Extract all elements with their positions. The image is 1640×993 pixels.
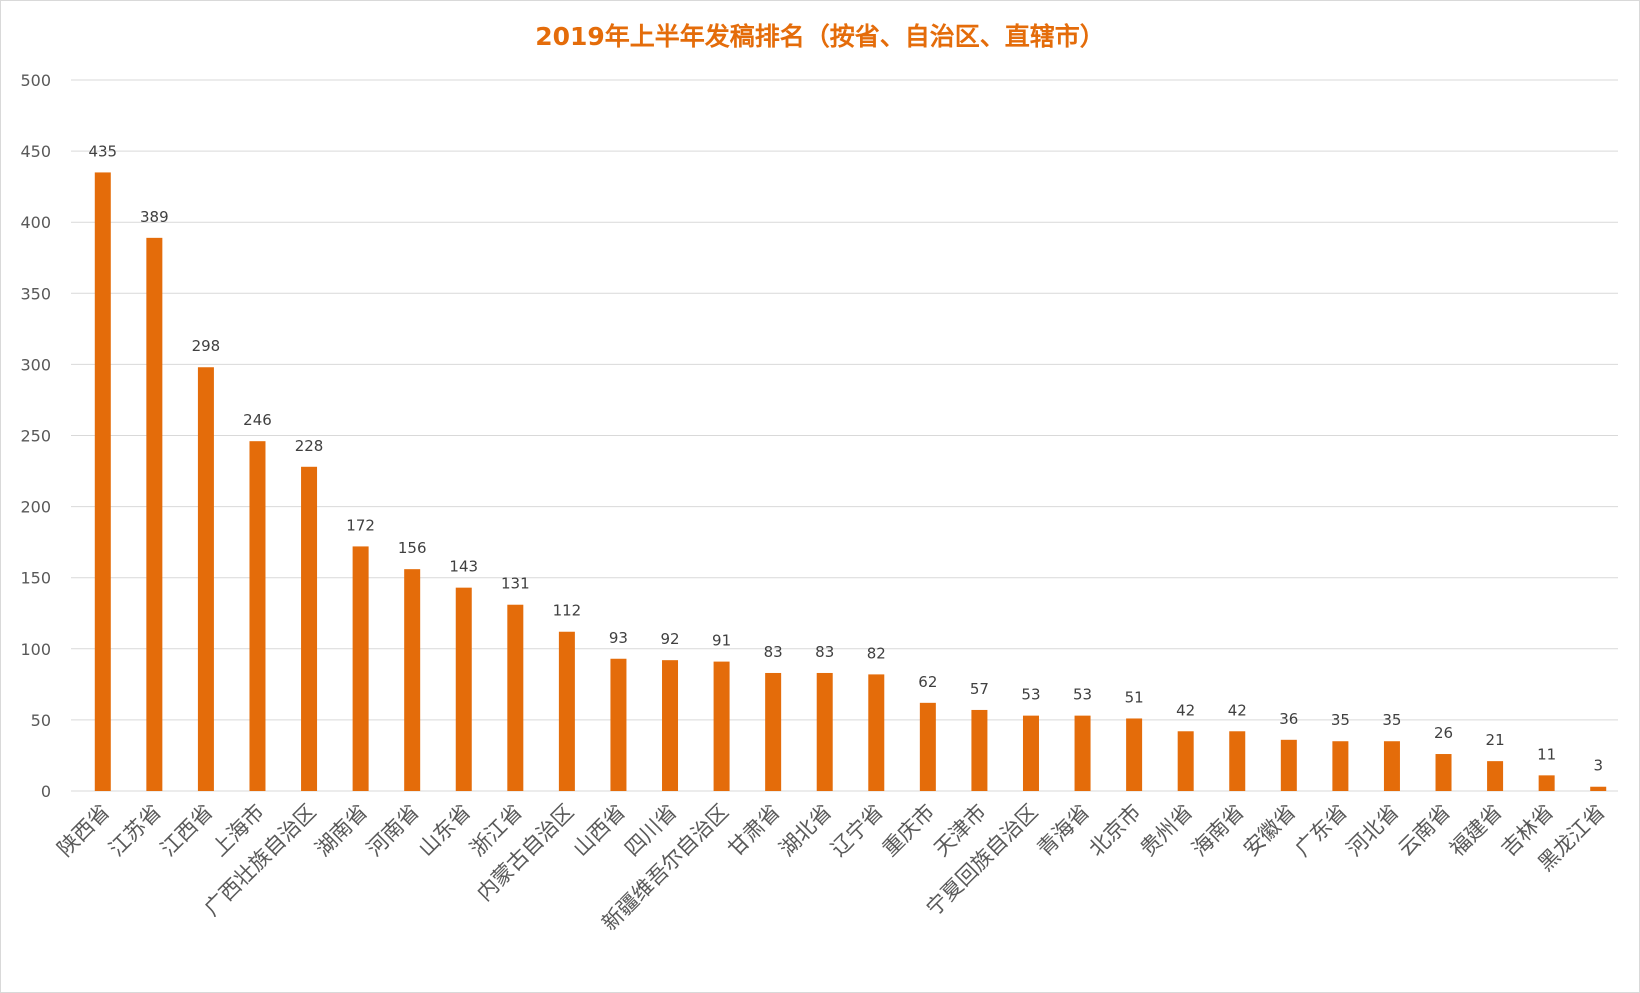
data-label: 131 bbox=[501, 575, 530, 593]
y-tick-label: 150 bbox=[20, 569, 51, 588]
bar bbox=[610, 658, 627, 791]
category-label: 云南省 bbox=[1394, 800, 1456, 862]
y-tick-label: 400 bbox=[20, 213, 51, 232]
data-label: 91 bbox=[712, 632, 731, 650]
data-label: 3 bbox=[1593, 757, 1603, 775]
y-tick-label: 100 bbox=[20, 640, 51, 659]
category-label: 青海省 bbox=[1033, 800, 1095, 862]
y-axis-ticks: 0 50 100 150 200 250 300 350 400 450 500 bbox=[20, 71, 51, 801]
category-label: 河南省 bbox=[362, 800, 424, 862]
y-tick-label: 250 bbox=[20, 427, 51, 446]
category-label: 江西省 bbox=[156, 800, 218, 862]
bar bbox=[765, 672, 782, 791]
data-label: 83 bbox=[815, 643, 834, 661]
y-tick-label: 500 bbox=[20, 71, 51, 90]
bar bbox=[146, 237, 163, 792]
bar bbox=[1487, 761, 1504, 791]
bar bbox=[197, 367, 214, 791]
data-label: 42 bbox=[1176, 701, 1195, 719]
data-label: 92 bbox=[660, 630, 679, 648]
bar bbox=[1435, 754, 1452, 791]
bar bbox=[1538, 775, 1555, 791]
bar bbox=[1590, 786, 1607, 791]
y-tick-label: 0 bbox=[41, 782, 51, 801]
bar bbox=[1126, 718, 1143, 791]
bar bbox=[94, 172, 111, 791]
data-label: 83 bbox=[764, 643, 783, 661]
category-label: 甘肃省 bbox=[723, 800, 785, 862]
bar bbox=[352, 546, 369, 791]
data-label: 51 bbox=[1125, 688, 1144, 706]
category-label: 山东省 bbox=[414, 800, 476, 862]
bar bbox=[1280, 739, 1297, 791]
data-label: 93 bbox=[609, 629, 628, 647]
y-tick-label: 350 bbox=[20, 284, 51, 303]
data-label: 62 bbox=[918, 673, 937, 691]
category-label: 海南省 bbox=[1187, 800, 1249, 862]
category-label: 湖北省 bbox=[775, 800, 837, 862]
category-label: 江苏省 bbox=[104, 800, 166, 862]
data-label: 156 bbox=[398, 539, 427, 557]
bar bbox=[404, 569, 421, 791]
bar bbox=[1074, 715, 1091, 791]
data-labels: 435 389 298 246 228 172 156 143 131 112 93 92 91 83 83… bbox=[88, 142, 1603, 774]
data-label: 435 bbox=[88, 142, 117, 160]
bar bbox=[1229, 731, 1246, 791]
bar bbox=[1177, 731, 1194, 791]
bar bbox=[1022, 715, 1039, 791]
bar bbox=[507, 604, 524, 791]
data-label: 82 bbox=[867, 644, 886, 662]
data-label: 298 bbox=[192, 337, 221, 355]
data-label: 42 bbox=[1228, 701, 1247, 719]
bar bbox=[816, 672, 833, 791]
category-label: 福建省 bbox=[1445, 800, 1507, 862]
category-label: 安徽省 bbox=[1239, 800, 1301, 862]
bars bbox=[94, 172, 1607, 792]
chart-title: 2019年上半年发稿排名（按省、自治区、直辖市） bbox=[535, 22, 1105, 51]
data-label: 53 bbox=[1021, 686, 1040, 704]
bar bbox=[662, 660, 679, 791]
category-label: 山西省 bbox=[568, 800, 630, 862]
data-label: 228 bbox=[295, 437, 324, 455]
category-label: 河北省 bbox=[1342, 800, 1404, 862]
data-label: 35 bbox=[1382, 711, 1401, 729]
bar bbox=[713, 661, 730, 791]
bar bbox=[971, 709, 988, 791]
category-label: 重庆市 bbox=[878, 800, 940, 862]
data-label: 35 bbox=[1331, 711, 1350, 729]
category-label: 贵州省 bbox=[1136, 800, 1198, 862]
data-label: 53 bbox=[1073, 686, 1092, 704]
bar bbox=[1383, 741, 1400, 791]
bar bbox=[249, 441, 266, 791]
data-label: 389 bbox=[140, 208, 169, 226]
data-label: 57 bbox=[970, 680, 989, 698]
data-label: 112 bbox=[553, 602, 582, 620]
x-axis-categories: 陕西省江苏省江西省上海市广西壮族自治区湖南省河南省山东省浙江省内蒙古自治区山西省… bbox=[53, 800, 1610, 936]
bar bbox=[455, 587, 472, 791]
category-label: 湖南省 bbox=[311, 800, 373, 862]
data-label: 246 bbox=[243, 411, 272, 429]
y-tick-label: 200 bbox=[20, 498, 51, 517]
bar bbox=[919, 702, 936, 791]
category-label: 广东省 bbox=[1290, 800, 1352, 862]
category-label: 辽宁省 bbox=[826, 800, 888, 862]
data-label: 172 bbox=[346, 516, 375, 534]
bar bbox=[558, 631, 575, 791]
category-label: 北京市 bbox=[1084, 800, 1146, 862]
data-label: 26 bbox=[1434, 724, 1453, 742]
bar bbox=[868, 674, 885, 791]
bar bbox=[301, 466, 318, 791]
data-label: 11 bbox=[1537, 745, 1556, 763]
data-label: 36 bbox=[1279, 710, 1298, 728]
bar bbox=[1332, 741, 1349, 791]
y-tick-label: 50 bbox=[31, 711, 51, 730]
data-label: 21 bbox=[1486, 731, 1505, 749]
y-tick-label: 300 bbox=[20, 355, 51, 374]
y-tick-label: 450 bbox=[20, 142, 51, 161]
data-label: 143 bbox=[449, 558, 478, 576]
category-label: 陕西省 bbox=[53, 800, 115, 862]
gridlines bbox=[71, 79, 1618, 792]
